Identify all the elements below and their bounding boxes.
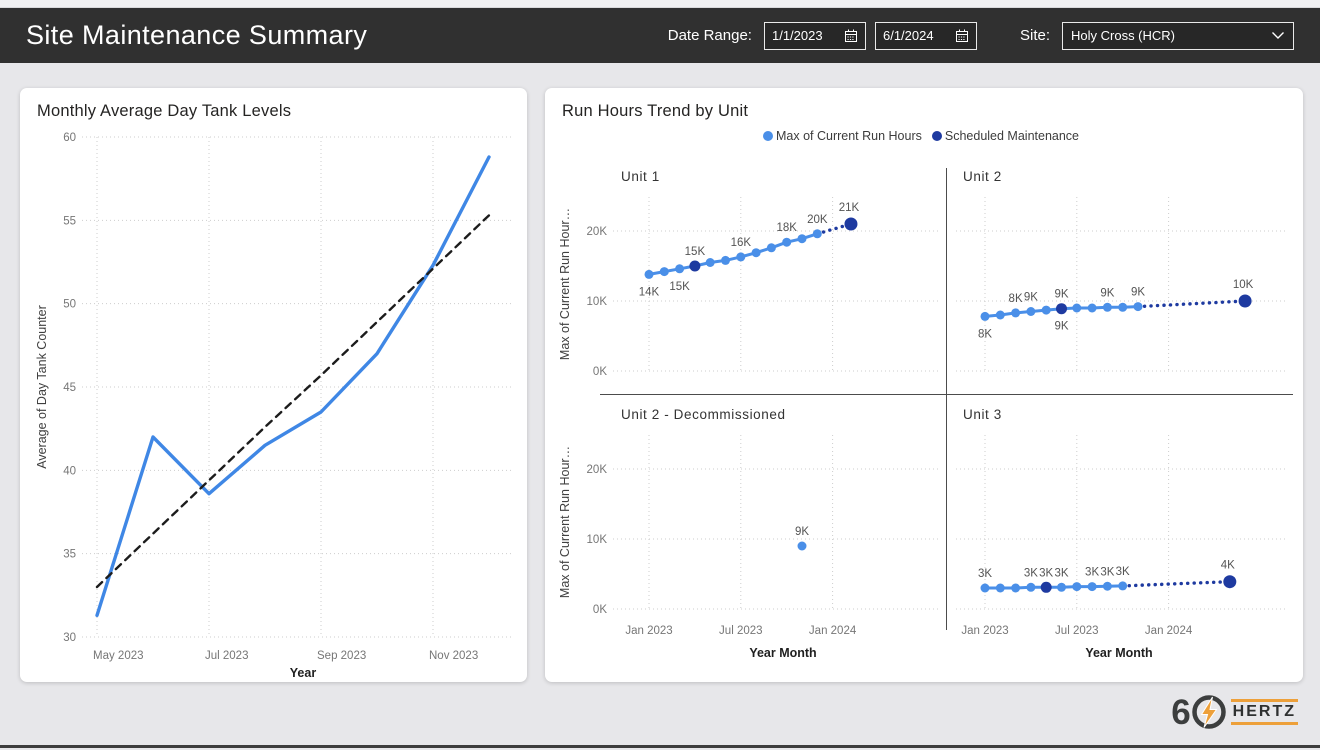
svg-text:10K: 10K: [1233, 279, 1254, 291]
svg-text:Year Month: Year Month: [1085, 646, 1152, 660]
svg-text:Nov 2023: Nov 2023: [429, 650, 478, 662]
svg-text:3K: 3K: [1024, 567, 1038, 579]
small-multiple-divider-vertical: [946, 168, 947, 630]
svg-text:21K: 21K: [839, 202, 860, 214]
svg-text:Year: Year: [290, 666, 317, 679]
legend-dot-scheduled-icon: [931, 131, 942, 141]
date-from-value: 1/1/2023: [771, 28, 823, 43]
tank-levels-card: Monthly Average Day Tank Levels 30 35 40 45…: [20, 88, 527, 682]
svg-text:9K: 9K: [1131, 287, 1145, 299]
svg-text:Sep 2023: Sep 2023: [317, 650, 366, 662]
window-bottom-edge: [0, 745, 1320, 748]
logo-top-line: [1230, 699, 1298, 703]
svg-text:0K: 0K: [593, 604, 607, 616]
calendar-icon[interactable]: [955, 29, 969, 43]
legend-dot-actual-icon: [762, 131, 773, 141]
sixty-hertz-logo: 6 HERTZ: [1171, 690, 1298, 734]
logo-text: HERTZ: [1232, 703, 1296, 721]
logo-bottom-line: [1230, 721, 1298, 725]
svg-text:May 2023: May 2023: [93, 650, 144, 662]
svg-text:Jan 2023: Jan 2023: [625, 625, 672, 637]
svg-text:Unit 2: Unit 2: [963, 169, 1002, 184]
tank-chart-title: Monthly Average Day Tank Levels: [37, 102, 292, 120]
legend-label-scheduled: Scheduled Maintenance: [944, 129, 1079, 143]
svg-text:60: 60: [63, 132, 76, 144]
svg-text:3K: 3K: [1054, 567, 1068, 579]
svg-text:9K: 9K: [795, 526, 809, 538]
run-hours-title: Run Hours Trend by Unit: [562, 102, 749, 120]
date-range-label: Date Range:: [667, 27, 752, 44]
svg-text:0K: 0K: [593, 366, 607, 378]
svg-text:Max of Current Run Hour…: Max of Current Run Hour…: [558, 208, 572, 360]
svg-text:20K: 20K: [587, 226, 608, 238]
svg-text:Unit 1: Unit 1: [621, 169, 660, 184]
svg-text:9K: 9K: [1024, 292, 1038, 304]
svg-text:9K: 9K: [1054, 289, 1068, 301]
small-multiple-divider-horizontal: [600, 394, 1293, 395]
unit3-chart[interactable]: Jan 2023 Jul 2023 Jan 2024 Year Month Unit 3…: [946, 394, 1295, 682]
svg-text:Year Month: Year Month: [749, 646, 816, 660]
svg-text:9K: 9K: [1054, 321, 1068, 333]
calendar-icon[interactable]: [844, 29, 858, 43]
date-to-input[interactable]: 6/1/2024: [874, 21, 977, 50]
svg-text:35: 35: [63, 549, 76, 561]
svg-text:16K: 16K: [731, 237, 752, 249]
svg-text:30: 30: [63, 632, 76, 644]
logo-wordmark: HERTZ: [1230, 699, 1298, 725]
svg-text:20K: 20K: [587, 464, 608, 476]
svg-text:20K: 20K: [807, 214, 828, 226]
svg-text:Jul 2023: Jul 2023: [205, 650, 248, 662]
svg-text:Jan 2024: Jan 2024: [809, 625, 857, 637]
svg-text:Average of Day Tank Counter: Average of Day Tank Counter: [35, 305, 49, 469]
header-controls: Date Range: 1/1/2023 6/1/2024: [667, 21, 1294, 50]
site-dropdown[interactable]: Holy Cross (HCR): [1062, 21, 1294, 50]
svg-text:45: 45: [63, 382, 76, 394]
legend-item-scheduled[interactable]: Scheduled Maintenance: [931, 129, 1085, 143]
app-header: Site Maintenance Summary Date Range: 1/1…: [0, 8, 1320, 63]
svg-text:Jan 2024: Jan 2024: [1145, 625, 1193, 637]
svg-text:8K: 8K: [1009, 293, 1023, 305]
tank-levels-chart[interactable]: 30 35 40 45 50 55 60 May 2023 Jul 2023 Sep 2023 No…: [20, 121, 525, 680]
run-hours-card: Run Hours Trend by Unit Max of Current R…: [545, 88, 1303, 682]
svg-text:3K: 3K: [1085, 567, 1099, 579]
legend-label-actual: Max of Current Run Hours: [775, 129, 922, 143]
svg-text:3K: 3K: [1100, 566, 1114, 578]
site-label: Site:: [1019, 27, 1050, 44]
svg-text:Jan 2023: Jan 2023: [961, 625, 1008, 637]
date-to-value: 6/1/2024: [882, 28, 934, 43]
svg-text:55: 55: [63, 215, 76, 227]
svg-text:8K: 8K: [978, 328, 992, 340]
logo-digit: 6: [1171, 692, 1191, 732]
svg-text:15K: 15K: [685, 246, 706, 258]
run-hours-legend: Max of Current Run Hours Scheduled Maint…: [545, 129, 1303, 143]
svg-text:3K: 3K: [1039, 567, 1053, 579]
date-from-input[interactable]: 1/1/2023: [763, 21, 866, 50]
svg-text:Max of Current Run Hour…: Max of Current Run Hour…: [558, 446, 572, 598]
svg-text:18K: 18K: [776, 222, 797, 234]
svg-text:9K: 9K: [1100, 287, 1114, 299]
svg-text:Jul 2023: Jul 2023: [1055, 625, 1098, 637]
chevron-down-icon: [1272, 32, 1284, 39]
unit1-chart[interactable]: 0K 10K 20K Max of Current Run Hour… Unit 1 21…: [553, 156, 946, 394]
svg-text:4K: 4K: [1221, 560, 1235, 572]
svg-text:3K: 3K: [978, 568, 992, 580]
svg-text:10K: 10K: [587, 534, 608, 546]
window-top-strip: [0, 0, 1320, 8]
svg-text:14K: 14K: [639, 286, 660, 298]
unit2-decommissioned-chart[interactable]: 0K 10K 20K Jan 2023 Jul 2023 Jan 2024 Year Mon…: [553, 394, 946, 682]
svg-text:40: 40: [63, 465, 76, 477]
svg-text:3K: 3K: [1116, 566, 1130, 578]
svg-text:Unit 3: Unit 3: [963, 407, 1002, 422]
page-title: Site Maintenance Summary: [26, 20, 368, 50]
svg-text:50: 50: [63, 299, 76, 311]
svg-text:Jul 2023: Jul 2023: [719, 625, 762, 637]
legend-item-actual[interactable]: Max of Current Run Hours: [762, 129, 928, 143]
lightning-bolt-icon: [1191, 695, 1226, 729]
site-dropdown-value: Holy Cross (HCR): [1071, 28, 1175, 43]
svg-text:15K: 15K: [669, 281, 690, 293]
svg-text:Unit 2 - Decommissioned: Unit 2 - Decommissioned: [621, 407, 786, 422]
svg-text:10K: 10K: [587, 296, 608, 308]
